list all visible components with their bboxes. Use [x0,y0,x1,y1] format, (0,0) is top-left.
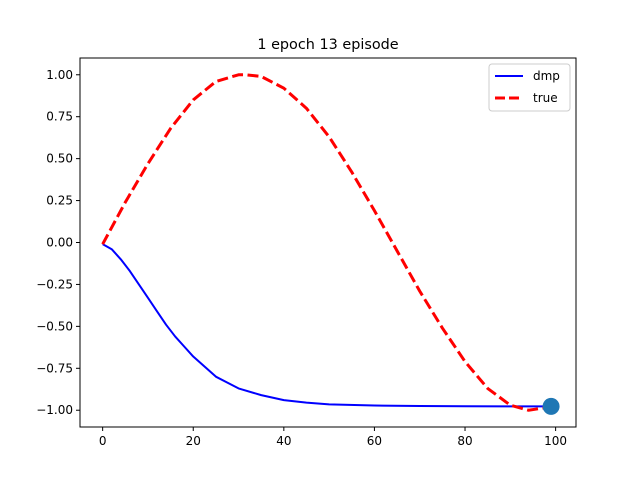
y-tick-label: 0.50 [46,152,73,166]
x-tick-label: 0 [99,434,107,448]
x-tick-label: 60 [367,434,382,448]
y-tick-label: 0.75 [46,110,73,124]
x-tick-label: 20 [186,434,201,448]
legend: dmp true [488,63,571,112]
plot-content [101,73,560,415]
y-tick-label: −1.00 [36,403,73,417]
x-axis: 0 20 40 60 80 100 [99,427,567,448]
y-tick-label: 1.00 [46,68,73,82]
y-tick-label: 0.00 [46,236,73,250]
axes-frame [79,57,577,428]
y-tick-label: 0.25 [46,194,73,208]
series-line-true [101,73,552,412]
y-tick-label: −0.75 [36,361,73,375]
x-tick-label: 80 [457,434,472,448]
y-tick-label: −0.25 [36,277,73,291]
y-axis: 1.00 0.75 0.50 0.25 0.00 −0.25 −0.50 −0.75 −1.00 [36,68,80,417]
chart-title: 1 epoch 13 episode [257,37,398,53]
legend-label-true: true [533,91,558,105]
legend-label-dmp: dmp [533,69,560,83]
x-tick-label: 100 [544,434,567,448]
series-line-dmp [102,243,552,408]
x-tick-label: 40 [276,434,291,448]
end-point-marker [542,397,560,415]
y-tick-label: −0.50 [36,319,73,333]
